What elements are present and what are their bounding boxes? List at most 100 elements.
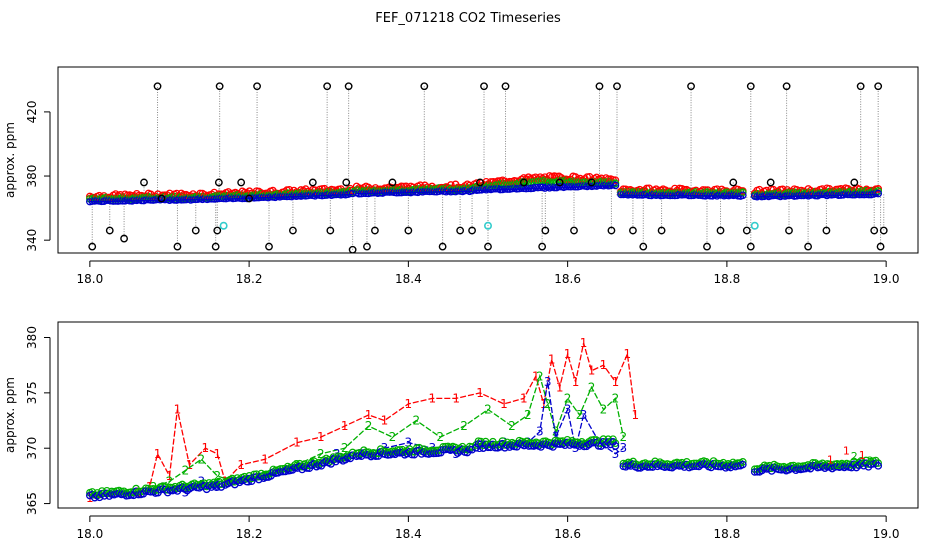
calibration-point	[501, 82, 510, 91]
series-label-3: 3	[544, 375, 552, 389]
calibration-point	[879, 226, 888, 235]
calibration-point	[323, 82, 332, 91]
baseline-point-blue	[738, 460, 747, 469]
series-label-2: 2	[365, 419, 373, 433]
calibration-point	[173, 242, 182, 251]
calibration-point	[804, 242, 813, 251]
calibration-point	[213, 226, 222, 235]
calibration-point	[613, 82, 621, 91]
series-label-2: 2	[612, 391, 620, 405]
series-label-1: 1	[146, 480, 154, 494]
series-line-1	[89, 342, 636, 499]
calibration-point	[215, 82, 224, 91]
y-tick-label: 380	[25, 165, 39, 188]
calibration-point	[214, 178, 223, 187]
x-tick-label: 18.6	[554, 272, 581, 286]
series-label-2: 2	[600, 402, 608, 416]
y-tick-label: 375	[25, 381, 39, 404]
baseline-point-green	[609, 435, 617, 443]
x-tick-label: 19.0	[873, 272, 900, 286]
calibration-point	[289, 226, 297, 235]
baseline-line	[474, 184, 616, 192]
calibration-point	[105, 226, 114, 235]
calibration-point	[657, 226, 666, 235]
calibration-point	[88, 242, 97, 251]
series-label-1: 1	[213, 447, 221, 461]
data-point-green	[874, 187, 883, 195]
series-label-3: 3	[620, 441, 628, 455]
calibration-point	[484, 242, 492, 251]
series-label-1: 1	[500, 397, 508, 411]
calibration-point	[876, 242, 885, 251]
baseline-point-blue	[468, 445, 476, 454]
calibration-point	[211, 242, 220, 251]
y-tick-label: 380	[25, 326, 39, 349]
calibration-point	[850, 178, 859, 187]
calibration-point-cyan	[483, 221, 492, 230]
calibration-point	[703, 242, 711, 251]
data-point-red	[541, 173, 549, 182]
plot-area	[86, 82, 888, 253]
calibration-point	[245, 194, 254, 203]
x-tick-label: 18.8	[714, 272, 741, 286]
calibration-point	[348, 245, 357, 253]
calibration-point	[476, 178, 484, 187]
baseline-point-blue	[874, 461, 883, 470]
calibration-point	[822, 226, 831, 235]
y-tick-label: 340	[25, 229, 39, 252]
calibration-point	[874, 82, 883, 91]
calibration-point	[388, 178, 397, 187]
x-tick-label: 18.6	[554, 527, 581, 540]
calibration-point	[191, 226, 200, 235]
series-label-1: 1	[580, 336, 588, 350]
calibration-point	[687, 82, 695, 91]
data-point-blue	[536, 183, 545, 192]
series-label-1: 1	[532, 369, 540, 383]
baseline-line	[89, 198, 222, 203]
series-label-2: 2	[851, 450, 858, 463]
series-label-2: 2	[198, 452, 206, 466]
calibration-point	[716, 226, 725, 235]
series-label-2: 2	[508, 419, 516, 433]
plot-frame	[57, 66, 919, 254]
calibration-point	[785, 226, 793, 235]
calibration-point	[746, 82, 755, 91]
baseline-line	[620, 194, 743, 197]
calibration-point	[766, 178, 775, 187]
baseline-point-blue	[217, 483, 226, 491]
series-line-2	[153, 373, 625, 488]
series-label-3: 3	[536, 425, 544, 439]
calibration-point	[438, 242, 447, 251]
series-label-1: 1	[548, 353, 556, 367]
calibration-point	[237, 178, 246, 187]
series-label-1: 1	[237, 458, 245, 472]
series-label-1: 1	[428, 391, 436, 405]
calibration-point	[746, 242, 755, 251]
data-point-blue	[738, 191, 747, 200]
series-label-1: 1	[564, 347, 572, 361]
series-label-1: 1	[174, 402, 182, 416]
calibration-point	[782, 82, 791, 91]
calibration-point	[456, 226, 465, 235]
calibration-point	[157, 194, 166, 203]
series-label-1: 1	[201, 441, 209, 455]
series-label-3: 3	[405, 436, 413, 450]
series-label-2: 2	[341, 441, 349, 455]
baseline-line	[754, 193, 879, 198]
series-label-1: 1	[612, 375, 620, 389]
calibration-point	[420, 82, 429, 91]
series-label-2: 2	[588, 380, 596, 394]
series-label-1: 1	[186, 458, 194, 472]
calibration-point	[265, 242, 273, 251]
calibration-point	[308, 178, 317, 187]
calibration-point	[629, 226, 637, 235]
series-label-1: 1	[588, 364, 596, 378]
series-label-3: 3	[564, 402, 572, 416]
series-label-2: 2	[524, 408, 532, 422]
x-tick-label: 18.0	[76, 527, 103, 540]
data-point-red	[611, 176, 620, 185]
series-label-2: 2	[835, 459, 842, 472]
calibration-point	[639, 242, 648, 251]
calibration-point	[140, 178, 148, 187]
